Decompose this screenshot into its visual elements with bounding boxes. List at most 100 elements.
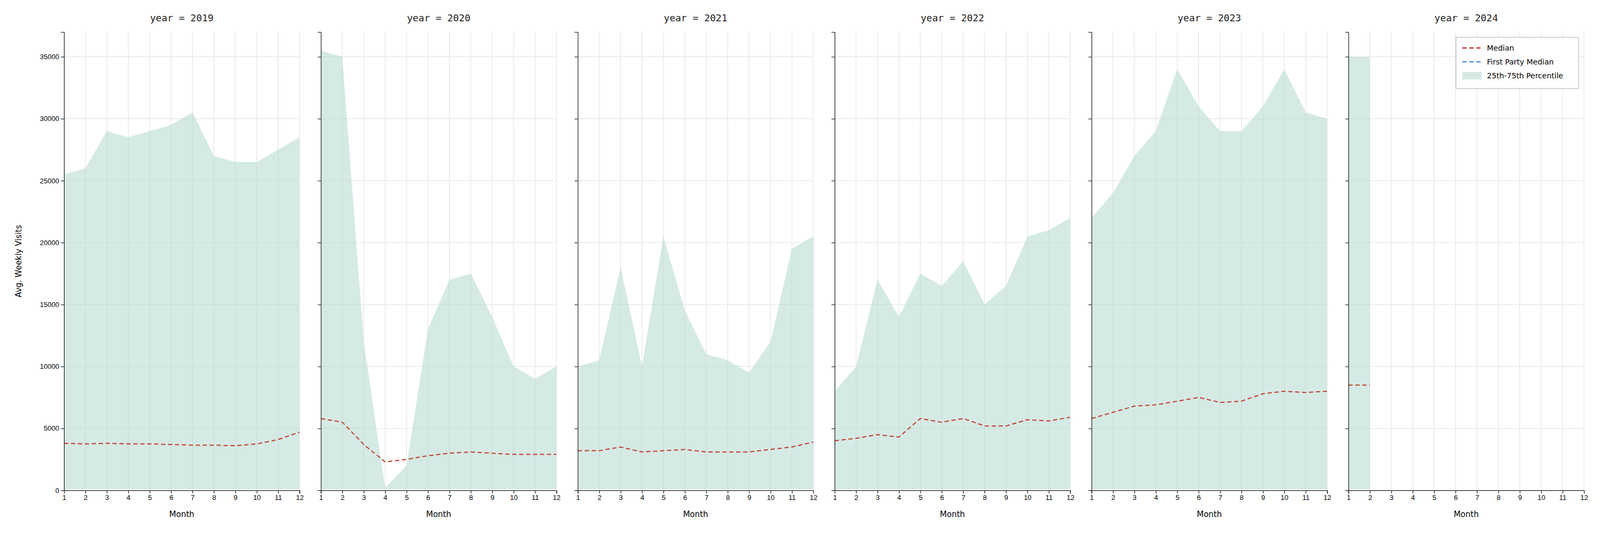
x-axis-title: Month xyxy=(1453,509,1479,520)
tick: 4 xyxy=(1411,490,1415,502)
plot-area xyxy=(1348,56,1370,490)
tick-mark xyxy=(574,56,578,58)
tick xyxy=(831,118,835,120)
y-axis: 05000100001500020000250003000035000 xyxy=(40,32,65,495)
tick-mark xyxy=(1498,490,1499,494)
tick: 2 xyxy=(1111,490,1116,502)
tick: 0 xyxy=(55,486,64,495)
tick-label: 11 xyxy=(788,493,797,502)
x-axis: 123456789101112 xyxy=(319,490,562,502)
tick-mark xyxy=(941,490,943,494)
grid-line xyxy=(1348,428,1584,429)
tick xyxy=(574,304,578,306)
tick-mark xyxy=(1326,490,1328,494)
percentile-band xyxy=(1091,69,1328,490)
grid-line xyxy=(577,242,814,244)
tick-label: 12 xyxy=(1323,493,1332,502)
tick-mark xyxy=(574,366,578,368)
axis-line xyxy=(1345,32,1349,492)
tick-label: 12 xyxy=(809,493,818,502)
tick: 8 xyxy=(982,490,987,502)
legend-swatch xyxy=(1462,72,1482,80)
x-axis: 123456789101112 xyxy=(1346,490,1589,502)
tick-mark xyxy=(831,428,835,430)
grid-line xyxy=(577,56,814,58)
tick-mark xyxy=(831,366,835,368)
tick: 11 xyxy=(531,490,540,502)
tick: 8 xyxy=(1496,490,1501,502)
tick-mark xyxy=(642,490,643,494)
tick: 2 xyxy=(597,490,602,502)
tick: 7 xyxy=(447,490,452,502)
tick-mark xyxy=(1345,304,1349,306)
tick xyxy=(1088,304,1092,306)
panel: 123456789101112year = 2021Month xyxy=(574,12,818,520)
plot-area xyxy=(321,50,557,490)
tick xyxy=(831,180,835,182)
panel: 1234567891011120500010000150002000025000… xyxy=(13,12,304,520)
tick-mark xyxy=(1476,490,1478,494)
tick-mark xyxy=(513,490,515,494)
grid-line xyxy=(1433,32,1435,491)
tick-mark xyxy=(85,490,86,494)
tick-mark xyxy=(1088,118,1092,120)
tick: 1 xyxy=(62,490,67,502)
tick-mark xyxy=(574,180,578,182)
axis-line xyxy=(321,491,557,495)
tick-label: 8 xyxy=(469,493,474,502)
grid-line xyxy=(1476,32,1478,491)
axis-line xyxy=(1088,32,1093,492)
legend-frame xyxy=(1456,37,1579,89)
tick-label: 15000 xyxy=(40,300,60,309)
tick: 8 xyxy=(725,490,730,502)
tick: 3 xyxy=(1132,490,1137,502)
tick: 7 xyxy=(961,490,966,502)
tick-mark xyxy=(1088,242,1092,244)
tick: 12 xyxy=(296,490,304,502)
tick: 25000 xyxy=(40,177,64,186)
tick-label: 11 xyxy=(274,493,283,502)
panel: 123456789101112year = 2024MonthMedianFir… xyxy=(1345,12,1588,520)
plot-area xyxy=(834,218,1071,490)
panel: 123456789101112year = 2023Month xyxy=(1088,12,1332,520)
tick-mark xyxy=(171,490,172,494)
tick: 11 xyxy=(1559,490,1567,502)
tick xyxy=(317,180,322,182)
tick-label: 4 xyxy=(383,493,388,502)
tick-label: 7 xyxy=(961,493,966,502)
y-axis-title: Avg. Weekly Visits xyxy=(13,225,24,298)
tick-mark xyxy=(60,490,64,492)
tick xyxy=(317,242,322,244)
axis-line xyxy=(835,491,1071,495)
tick-mark xyxy=(1584,490,1585,494)
tick-mark xyxy=(492,490,493,494)
tick: 11 xyxy=(788,490,797,502)
tick: 6 xyxy=(426,490,430,502)
tick-label: 12 xyxy=(296,493,304,502)
tick-mark xyxy=(1088,180,1092,182)
tick-mark xyxy=(770,490,772,494)
tick-mark xyxy=(620,490,622,494)
tick: 12 xyxy=(1066,490,1075,502)
tick-label: 3 xyxy=(619,493,623,502)
tick-mark xyxy=(898,490,900,494)
axis-line xyxy=(60,32,65,492)
tick: 1 xyxy=(576,490,580,502)
tick: 6 xyxy=(683,490,687,502)
x-axis: 123456789101112 xyxy=(62,490,304,502)
legend-item: 25th-75th Percentile xyxy=(1462,71,1564,80)
tick: 1 xyxy=(1346,490,1351,502)
tick-mark xyxy=(1088,304,1092,306)
tick xyxy=(831,304,835,306)
tick-mark xyxy=(706,490,707,494)
tick-label: 12 xyxy=(1066,493,1075,502)
tick-mark xyxy=(106,490,108,494)
panel: 123456789101112year = 2020Month xyxy=(317,12,561,520)
tick-mark xyxy=(1198,490,1199,494)
y-axis xyxy=(317,32,322,492)
grid-line xyxy=(1562,32,1563,491)
axis-line xyxy=(317,32,322,492)
tick-mark xyxy=(920,490,922,494)
tick-label: 1 xyxy=(1090,493,1094,502)
tick: 20000 xyxy=(40,238,64,247)
